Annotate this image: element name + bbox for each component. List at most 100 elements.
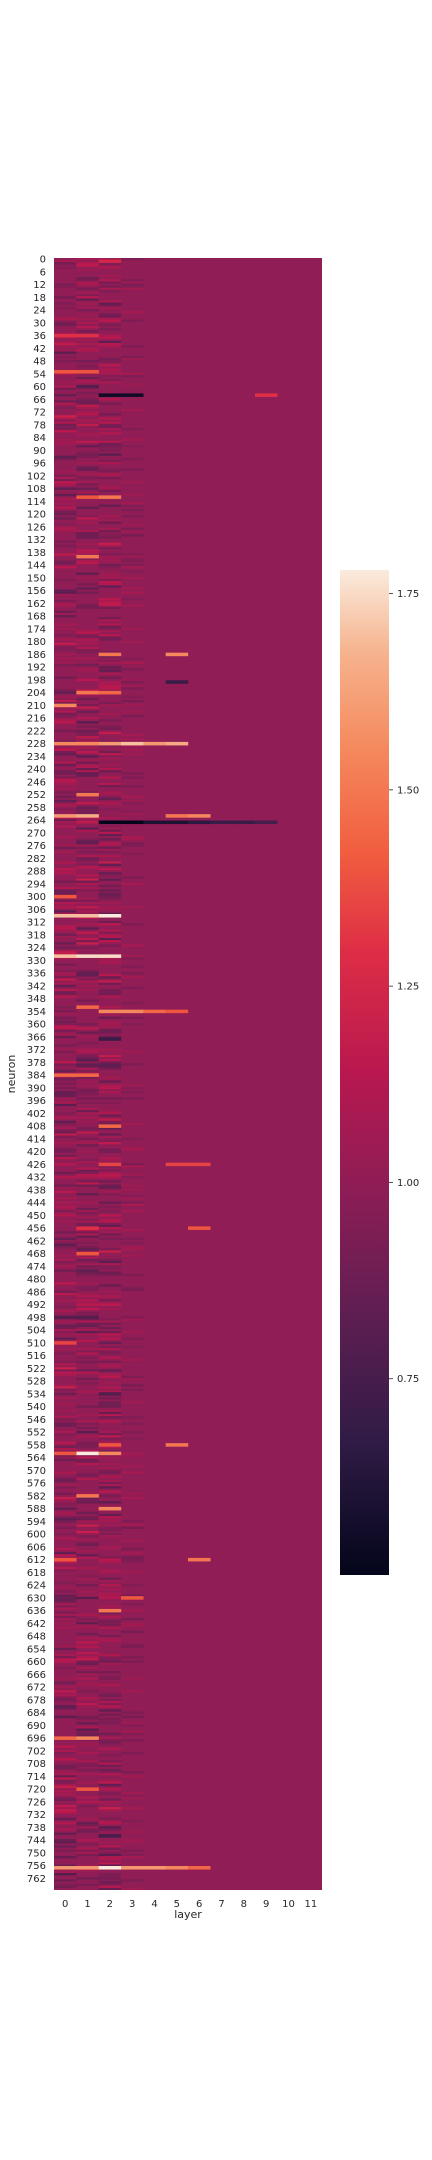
heatmap-cell: [76, 326, 99, 329]
heatmap-cell: [76, 493, 99, 497]
heatmap-cell: [98, 704, 122, 707]
heatmap-cell: [76, 980, 99, 983]
heatmap-cell: [76, 1501, 99, 1504]
heatmap-cell: [98, 901, 122, 905]
heatmap-cell: [98, 1883, 122, 1886]
y-tick-label: 330: [27, 956, 46, 967]
heatmap-cell: [98, 995, 122, 998]
y-tick-label: 444: [27, 1198, 46, 1209]
heatmap-cell: [76, 1322, 99, 1325]
heatmap-cell: [76, 1159, 99, 1162]
heatmap-cell: [98, 1303, 122, 1306]
heatmap-cell: [188, 1162, 211, 1167]
heatmap-cell: [98, 844, 122, 847]
y-tick-label: 684: [27, 1708, 46, 1719]
heatmap-cell: [76, 1847, 99, 1850]
heatmap-cell: [76, 1312, 99, 1315]
heatmap-cell: [121, 1273, 144, 1277]
heatmap-cell: [98, 1809, 122, 1812]
heatmap-cell: [54, 761, 77, 764]
heatmap-cell: [54, 787, 77, 790]
heatmap-cell: [98, 453, 122, 456]
heatmap-cell: [98, 782, 122, 786]
heatmap-cell: [76, 476, 99, 480]
heatmap-cell: [98, 1065, 122, 1068]
heatmap-cell: [76, 1116, 99, 1119]
heatmap-cell: [54, 372, 77, 376]
heatmap-cell: [98, 1662, 122, 1665]
y-tick-label: 378: [27, 1058, 46, 1069]
heatmap-cell: [54, 1598, 77, 1602]
y-tick-label: 732: [27, 1810, 46, 1821]
heatmap-cell: [98, 447, 122, 450]
heatmap-cell: [54, 1073, 77, 1077]
heatmap-cell: [76, 910, 99, 913]
heatmap-cell: [76, 646, 99, 650]
heatmap-cell: [121, 1524, 144, 1527]
heatmap-cell: [54, 1186, 77, 1189]
heatmap-cell: [121, 1286, 144, 1289]
heatmap-cell: [121, 1465, 144, 1468]
heatmap-cell: [54, 285, 77, 288]
heatmap-cell: [54, 615, 77, 618]
heatmap-cell: [76, 663, 99, 667]
heatmap-cell: [121, 1203, 144, 1206]
y-tick-label: 432: [27, 1173, 46, 1184]
heatmap-cell: [121, 714, 144, 718]
heatmap-cell: [98, 334, 122, 337]
y-tick-label: 666: [27, 1670, 46, 1681]
heatmap-cell: [54, 1749, 77, 1753]
heatmap-cell: [98, 345, 122, 348]
heatmap-cell: [76, 1518, 99, 1521]
heatmap-cell: [54, 976, 77, 979]
heatmap-cell: [121, 1009, 144, 1014]
heatmap-cell: [98, 1450, 122, 1453]
heatmap-cell: [54, 721, 77, 724]
y-tick-label: 504: [27, 1326, 46, 1337]
heatmap-cell: [98, 831, 122, 835]
heatmap-cell: [76, 751, 99, 754]
heatmap-cell: [98, 1683, 122, 1687]
heatmap-cell: [76, 857, 99, 860]
heatmap-cell: [54, 425, 77, 429]
heatmap-cell: [76, 1458, 99, 1461]
heatmap-cell: [76, 258, 99, 261]
colorbar-gradient: [340, 570, 389, 1575]
heatmap-cell: [54, 1142, 77, 1145]
heatmap-cell: [76, 989, 99, 992]
heatmap-cell: [98, 1709, 122, 1712]
heatmap-cell: [98, 820, 122, 825]
heatmap-cell: [121, 1248, 144, 1251]
heatmap-cell: [98, 1405, 122, 1408]
heatmap-cell: [54, 1681, 77, 1685]
heatmap-cell: [98, 1754, 122, 1757]
heatmap-cell: [54, 340, 77, 344]
heatmap-cell: [76, 1824, 99, 1827]
heatmap-cell: [98, 1762, 122, 1765]
y-tick-label: 546: [27, 1415, 46, 1426]
heatmap-cell: [76, 1796, 99, 1799]
y-tick-label: 576: [27, 1479, 46, 1490]
heatmap-cell: [121, 591, 144, 594]
heatmap-cell: [121, 700, 144, 703]
heatmap-cell: [76, 1550, 99, 1553]
heatmap-cell: [76, 763, 99, 767]
heatmap-cell: [121, 734, 144, 737]
heatmap-cell: [98, 1205, 122, 1209]
heatmap-cell: [98, 1133, 122, 1136]
heatmap-cell: [121, 1188, 144, 1192]
y-tick-label: 516: [27, 1351, 46, 1362]
heatmap-cell: [76, 551, 99, 554]
heatmap-cell: [54, 470, 77, 473]
heatmap-cell: [54, 610, 77, 614]
heatmap-cell: [121, 1730, 144, 1733]
heatmap-cell: [76, 591, 99, 594]
heatmap-cell: [54, 1618, 77, 1621]
heatmap-cell: [98, 485, 122, 488]
y-tick-label: 468: [27, 1249, 46, 1260]
heatmap-cell: [121, 1751, 144, 1755]
heatmap-cell: [98, 1171, 122, 1175]
heatmap-cell: [98, 668, 122, 671]
heatmap-cell: [76, 1377, 99, 1381]
heatmap-cell: [98, 343, 122, 346]
